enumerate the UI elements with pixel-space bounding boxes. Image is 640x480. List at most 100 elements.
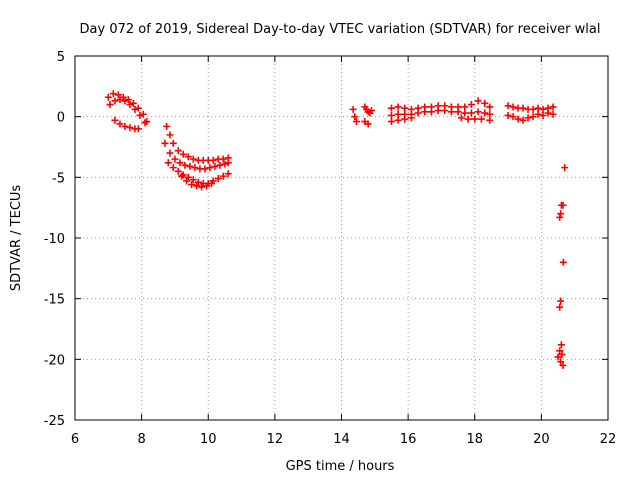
data-series bbox=[554, 164, 569, 369]
data-point bbox=[519, 116, 527, 124]
data-point bbox=[184, 153, 192, 161]
data-point bbox=[367, 107, 375, 115]
data-point bbox=[394, 116, 402, 124]
data-point bbox=[126, 124, 134, 132]
data-point bbox=[183, 177, 191, 185]
data-point bbox=[549, 103, 557, 111]
data-point bbox=[129, 99, 137, 107]
data-point bbox=[534, 104, 542, 112]
data-point bbox=[558, 350, 566, 358]
data-point bbox=[554, 353, 562, 361]
data-point bbox=[556, 303, 564, 311]
data-point bbox=[529, 113, 537, 121]
data-point bbox=[169, 139, 177, 147]
data-point bbox=[557, 297, 565, 305]
data-point bbox=[214, 175, 222, 183]
data-point bbox=[169, 164, 177, 172]
grid-lines bbox=[75, 56, 608, 420]
data-point bbox=[467, 101, 475, 109]
data-point bbox=[106, 101, 114, 109]
data-point bbox=[514, 115, 522, 123]
data-point bbox=[224, 159, 232, 167]
data-point bbox=[529, 105, 537, 113]
data-point bbox=[189, 155, 197, 163]
data-point bbox=[387, 104, 395, 112]
x-axis-label: GPS time / hours bbox=[286, 459, 395, 474]
data-point bbox=[221, 160, 229, 168]
data-series bbox=[163, 122, 232, 164]
chart-title: Day 072 of 2019, Sidereal Day-to-day VTE… bbox=[80, 22, 601, 37]
data-point bbox=[557, 210, 565, 218]
data-point bbox=[104, 93, 112, 101]
data-point bbox=[387, 111, 395, 119]
data-point bbox=[401, 115, 409, 123]
x-tick-label: 16 bbox=[400, 432, 417, 447]
data-point bbox=[407, 114, 415, 122]
data-point bbox=[351, 113, 359, 121]
data-point bbox=[486, 116, 494, 124]
data-series bbox=[387, 114, 494, 126]
data-point bbox=[461, 109, 469, 117]
data-point bbox=[121, 122, 129, 130]
data-point bbox=[224, 170, 232, 178]
data-point bbox=[544, 109, 552, 117]
data-point bbox=[131, 105, 139, 113]
x-tick-label: 8 bbox=[137, 432, 145, 447]
data-point bbox=[174, 167, 182, 175]
data-point bbox=[539, 111, 547, 119]
y-tick-label: -15 bbox=[44, 293, 65, 308]
data-point bbox=[198, 183, 206, 191]
data-point bbox=[141, 119, 149, 127]
data-point bbox=[352, 118, 360, 126]
data-point bbox=[457, 114, 465, 122]
x-tick-label: 12 bbox=[267, 432, 284, 447]
x-tick-label: 14 bbox=[333, 432, 350, 447]
data-point bbox=[557, 358, 565, 366]
data-point bbox=[464, 115, 472, 123]
data-series bbox=[504, 109, 557, 124]
data-point bbox=[126, 101, 134, 109]
data-point bbox=[454, 108, 462, 116]
data-point bbox=[486, 103, 494, 111]
data-point bbox=[178, 172, 186, 180]
x-tick-label: 20 bbox=[533, 432, 550, 447]
data-point bbox=[556, 347, 564, 355]
data-point bbox=[208, 179, 216, 187]
data-point bbox=[164, 159, 172, 167]
data-point bbox=[486, 110, 494, 118]
data-point bbox=[524, 114, 532, 122]
data-series bbox=[111, 116, 142, 133]
data-point bbox=[559, 361, 567, 369]
data-point bbox=[556, 213, 564, 221]
data-point bbox=[114, 91, 122, 99]
y-tick-label: -25 bbox=[44, 414, 65, 429]
data-point bbox=[111, 97, 119, 105]
data-point bbox=[447, 108, 455, 116]
data-point bbox=[559, 201, 567, 209]
data-point bbox=[121, 97, 129, 105]
data-point bbox=[219, 155, 227, 163]
data-series bbox=[106, 96, 149, 127]
y-tick-label: -10 bbox=[44, 232, 65, 247]
data-point bbox=[471, 115, 479, 123]
data-point bbox=[427, 108, 435, 116]
data-points bbox=[104, 90, 569, 369]
data-point bbox=[387, 118, 395, 126]
data-point bbox=[474, 108, 482, 116]
data-point bbox=[474, 97, 482, 105]
data-point bbox=[186, 162, 194, 170]
data-point bbox=[349, 105, 357, 113]
data-point bbox=[209, 156, 217, 164]
data-point bbox=[111, 116, 119, 124]
data-point bbox=[161, 139, 169, 147]
data-point bbox=[194, 178, 202, 186]
data-point bbox=[394, 110, 402, 118]
data-point bbox=[509, 113, 517, 121]
data-point bbox=[534, 110, 542, 118]
data-point bbox=[219, 172, 227, 180]
y-tick-label: -5 bbox=[52, 171, 65, 186]
data-point bbox=[394, 103, 402, 111]
data-point bbox=[364, 120, 372, 128]
data-point bbox=[124, 96, 132, 104]
data-point bbox=[461, 103, 469, 111]
